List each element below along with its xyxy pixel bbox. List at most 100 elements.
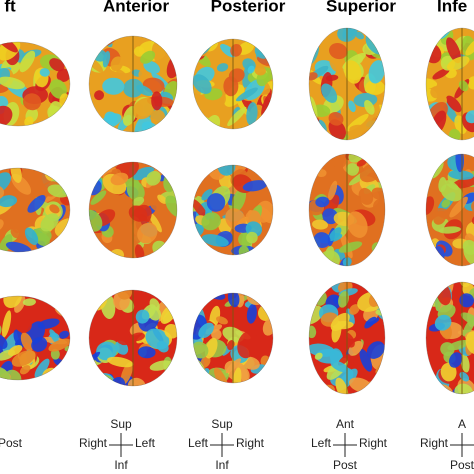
brain-gyrus: [1, 310, 12, 338]
brain-gyrus: [372, 222, 381, 231]
brain-gyrus: [137, 346, 156, 359]
brain-gyrus: [368, 60, 385, 84]
brain-gyrus: [253, 120, 264, 129]
brain-gyrus: [132, 97, 156, 120]
brain-outline: [425, 153, 474, 267]
key-top: Ant: [336, 417, 355, 431]
brain: [309, 28, 385, 140]
brain-gyrus: [90, 366, 97, 380]
brain-outline: [308, 153, 386, 267]
brain-gyrus: [214, 367, 229, 383]
brain: [193, 165, 273, 255]
brain: [426, 154, 474, 266]
brain-gyrus: [49, 79, 67, 99]
brain-gyrus: [201, 212, 221, 231]
brain-gyrus: [204, 337, 218, 359]
brain-gyrus: [459, 293, 474, 308]
brain-gyrus: [376, 119, 385, 131]
key-left: Right: [420, 436, 449, 450]
brain-gyrus: [466, 100, 474, 115]
brain-gyrus: [201, 234, 229, 247]
brain-gyrus: [130, 332, 145, 342]
brain-gyrus: [432, 68, 450, 80]
brain-gyrus: [49, 58, 65, 72]
brain-gyrus: [49, 204, 60, 214]
brain-outline: [192, 292, 274, 384]
brain-gyrus: [15, 317, 32, 333]
brain-gyrus: [165, 195, 177, 218]
key-right: Right: [359, 436, 388, 450]
brain-gyrus: [330, 312, 350, 331]
key-top: A: [458, 417, 466, 431]
brain-gyrus: [22, 298, 36, 306]
brain-gyrus: [24, 227, 39, 245]
key-bottom: Inf: [114, 458, 128, 472]
column-header: Infe: [437, 0, 467, 15]
brain-gyrus: [56, 68, 70, 82]
brain-gyrus: [107, 356, 134, 368]
brain-gyrus: [89, 162, 100, 171]
brain-gyrus: [193, 74, 212, 94]
brain: [0, 42, 70, 126]
brain-gyrus: [349, 304, 360, 315]
brain-gyrus: [264, 293, 273, 306]
brain-gyrus: [242, 180, 268, 192]
brain-gyrus: [321, 83, 338, 103]
brain-gyrus: [89, 294, 100, 306]
brain-gyrus: [120, 362, 133, 385]
brain-gyrus: [333, 296, 340, 305]
brain-gyrus: [462, 239, 474, 255]
brain-gyrus: [20, 332, 34, 352]
column-header: Anterior: [103, 0, 170, 15]
brain: [426, 28, 474, 140]
brain-gyrus: [27, 195, 46, 213]
brain-gyrus: [0, 234, 13, 252]
brain-outline: [425, 27, 474, 141]
brain-gyrus: [368, 257, 385, 265]
brain-outline: [192, 38, 274, 130]
brain-gyrus: [364, 316, 377, 329]
brain-gyrus: [208, 165, 227, 180]
brain-gyrus: [246, 102, 258, 126]
brain-gyrus: [449, 196, 468, 218]
brain-gyrus: [39, 68, 50, 77]
brain-gyrus: [198, 322, 214, 339]
brain-gyrus: [24, 116, 34, 126]
brain-gyrus: [315, 348, 343, 364]
brain-gyrus: [156, 340, 169, 353]
brain-gyrus: [446, 37, 462, 64]
brain-gyrus: [345, 308, 355, 325]
brain-gyrus: [261, 165, 273, 175]
brain-gyrus: [346, 163, 360, 176]
brain-gyrus: [328, 180, 338, 201]
brain-gyrus: [0, 333, 8, 349]
brain-gyrus: [34, 358, 50, 379]
brain-gyrus: [0, 76, 25, 90]
brain-gyrus: [0, 219, 4, 232]
brain-gyrus: [465, 331, 474, 355]
brain-gyrus: [325, 74, 339, 82]
brain-gyrus: [10, 168, 22, 183]
brain-gyrus: [366, 341, 385, 359]
brain-outline: [88, 289, 178, 387]
brain-gyrus: [438, 177, 447, 193]
column-header: ft: [4, 0, 16, 15]
brain-gyrus: [102, 51, 111, 68]
brain-outline: [192, 164, 274, 256]
brain-gyrus: [135, 309, 150, 324]
brain-gyrus: [347, 211, 368, 238]
brain-gyrus: [338, 241, 363, 253]
brain-gyrus: [110, 56, 124, 72]
brain-gyrus: [313, 232, 331, 248]
brain-gyrus: [117, 290, 133, 300]
brain-gyrus: [245, 210, 261, 226]
brain-gyrus: [237, 41, 255, 55]
brain-gyrus: [268, 51, 273, 64]
brain-gyrus: [132, 196, 145, 207]
brain-gyrus: [7, 345, 23, 356]
brain-outline: [88, 161, 178, 259]
brain-gyrus: [328, 111, 344, 126]
column-header: Superior: [326, 0, 396, 15]
brain-gyrus: [49, 329, 60, 344]
